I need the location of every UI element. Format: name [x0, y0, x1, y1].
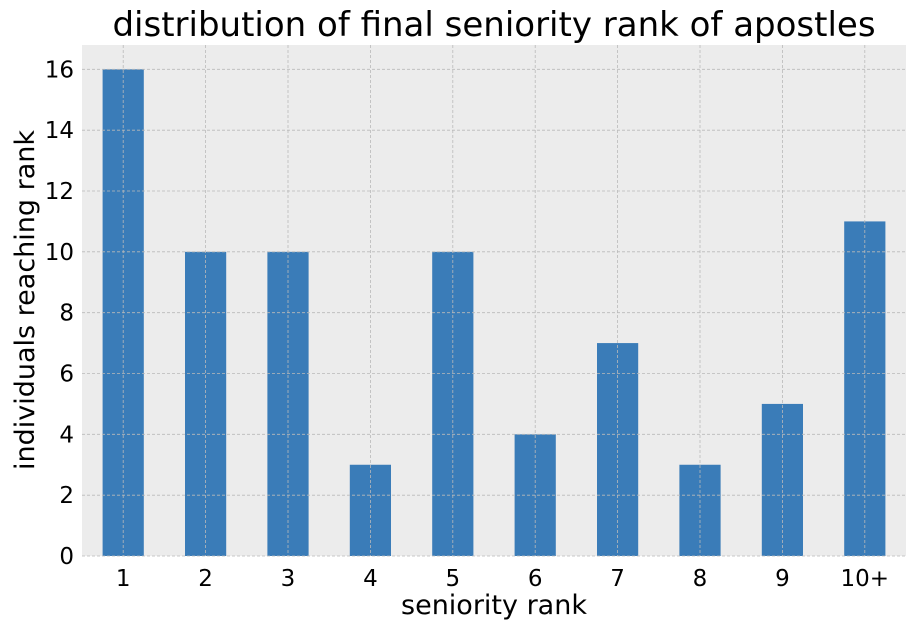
- y-axis-label: individuals reaching rank: [10, 130, 41, 470]
- x-tick-label: 9: [775, 566, 790, 592]
- y-tick-label: 14: [45, 118, 74, 144]
- y-tick-label: 4: [59, 422, 74, 448]
- x-axis-label: seniority rank: [401, 590, 587, 621]
- y-tick-label: 10: [45, 240, 74, 266]
- y-tick-label: 16: [45, 57, 74, 83]
- x-tick-label: 2: [198, 566, 213, 592]
- x-tick-label: 10+: [841, 566, 890, 592]
- y-tick-labels: 0 2 4 6 8 10 12 14 16: [45, 57, 74, 570]
- x-tick-label: 8: [693, 566, 708, 592]
- x-tick-label: 1: [116, 566, 131, 592]
- y-tick-label: 8: [59, 301, 74, 327]
- x-tick-label: 3: [281, 566, 296, 592]
- y-tick-label: 2: [59, 483, 74, 509]
- chart-title: distribution of final seniority rank of …: [112, 5, 875, 45]
- y-tick-label: 12: [45, 179, 74, 205]
- y-gridlines: [82, 68, 906, 557]
- x-tick-label: 7: [610, 566, 625, 592]
- y-tick-label: 6: [59, 362, 74, 388]
- y-tick-label: 0: [59, 544, 74, 570]
- x-gridlines: [122, 45, 866, 556]
- x-tick-label: 4: [363, 566, 378, 592]
- x-tick-labels: 1 2 3 4 5 6 7 8 9 10+: [116, 566, 889, 592]
- x-tick-label: 6: [528, 566, 543, 592]
- x-tick-label: 5: [445, 566, 460, 592]
